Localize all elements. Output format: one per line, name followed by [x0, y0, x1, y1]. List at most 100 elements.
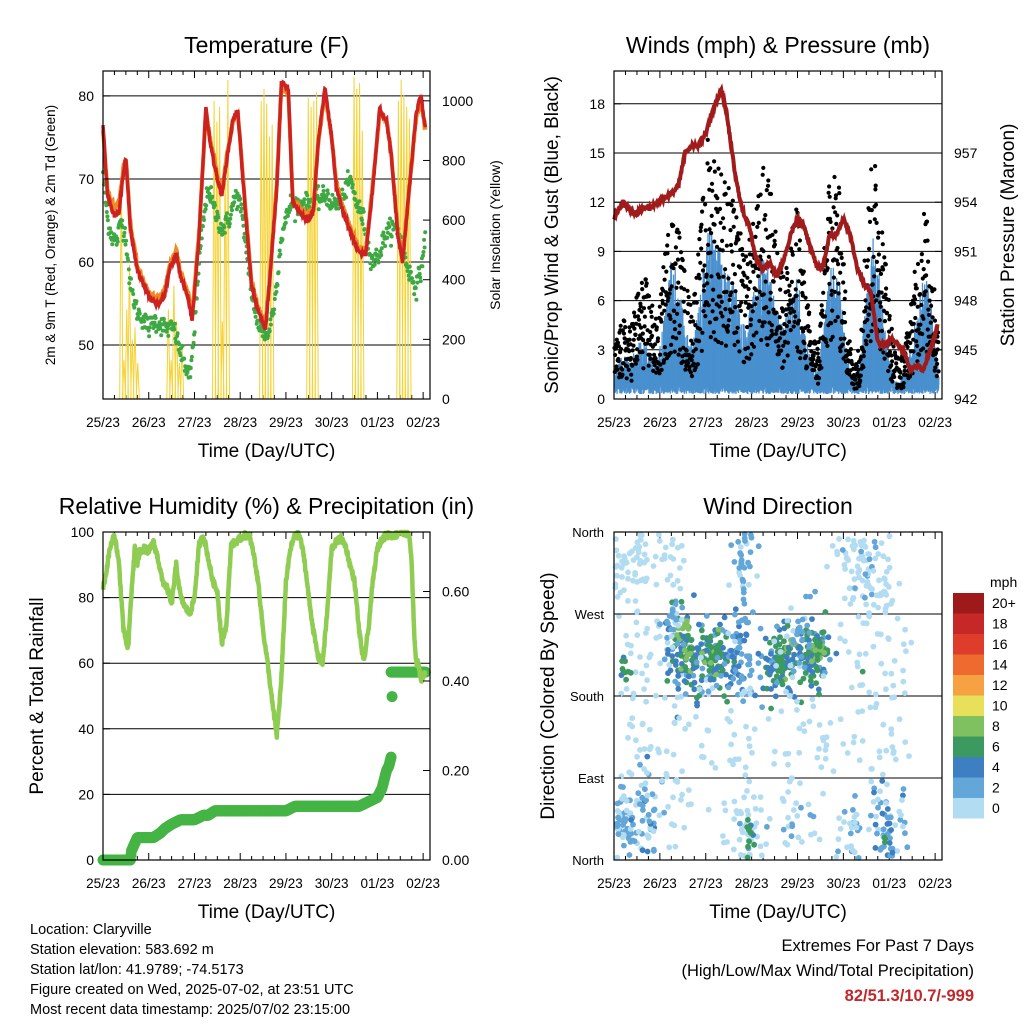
gust-point — [680, 258, 685, 263]
direction-point — [664, 639, 671, 646]
dewpoint-point — [368, 267, 373, 272]
gust-point — [697, 339, 702, 344]
gust-point — [755, 224, 760, 229]
gust-point — [763, 213, 768, 218]
dewpoint-point — [123, 242, 128, 247]
gust-point — [648, 356, 653, 361]
gust-point — [627, 325, 632, 330]
direction-point — [679, 625, 686, 632]
gust-point — [841, 262, 846, 267]
gust-point — [794, 293, 799, 298]
gust-point — [705, 161, 710, 166]
gust-point — [875, 293, 880, 298]
direction-point — [668, 633, 675, 640]
gust-point — [889, 326, 894, 331]
dewpoint-point — [326, 191, 330, 196]
dewpoint-point — [302, 197, 307, 202]
direction-point — [634, 579, 641, 585]
direction-point — [737, 820, 743, 827]
direction-point — [646, 726, 653, 733]
direction-point — [664, 576, 671, 583]
direction-point — [721, 693, 727, 699]
gust-point — [914, 339, 919, 344]
gust-point — [698, 228, 703, 234]
x-tick-label: 27/23 — [689, 415, 723, 430]
gust-point — [905, 344, 910, 350]
gust-point — [839, 251, 844, 256]
dewpoint-point — [105, 214, 110, 219]
gust-point — [633, 361, 639, 366]
gust-point — [856, 348, 861, 353]
x-tick-label: 25/23 — [86, 876, 120, 891]
gust-point — [673, 261, 678, 266]
gust-point — [882, 356, 887, 361]
dewpoint-point — [288, 207, 293, 212]
gust-point — [782, 329, 787, 335]
gust-point — [775, 251, 780, 256]
gust-point — [709, 231, 714, 236]
gust-point — [912, 297, 918, 302]
gust-point — [835, 213, 840, 218]
y-axis-label: Percent & Total Rainfall — [27, 597, 48, 794]
gust-point — [719, 299, 724, 304]
gust-point — [829, 292, 834, 297]
direction-point — [651, 848, 657, 854]
gust-point — [678, 250, 684, 255]
direction-point — [696, 686, 703, 693]
gust-point — [672, 319, 677, 324]
gust-point — [643, 277, 648, 282]
gust-point — [883, 292, 888, 297]
direction-point — [741, 794, 747, 801]
gust-point — [638, 325, 644, 330]
direction-point — [623, 559, 630, 566]
gust-point — [657, 304, 662, 309]
gust-point — [848, 352, 853, 357]
gust-point — [838, 349, 843, 354]
gust-point — [816, 339, 821, 345]
gust-point — [676, 280, 681, 285]
direction-point — [665, 647, 671, 653]
dewpoint-point — [213, 203, 217, 208]
dewpoint-point — [321, 184, 326, 189]
gust-point — [923, 289, 928, 294]
gust-point — [768, 297, 773, 302]
gust-point — [840, 342, 845, 347]
direction-point — [619, 574, 625, 580]
gust-point — [681, 299, 686, 304]
gust-point — [657, 371, 662, 376]
direction-point — [667, 572, 674, 579]
direction-point — [713, 682, 720, 689]
direction-point — [641, 559, 648, 566]
gust-point — [801, 269, 806, 274]
gust-point — [782, 359, 787, 364]
dewpoint-point — [423, 230, 428, 235]
gust-point — [843, 289, 848, 294]
gust-point — [861, 328, 866, 334]
y-tick-label: 100 — [71, 524, 95, 540]
dewpoint-point — [204, 203, 209, 208]
gust-point — [633, 332, 638, 337]
direction-point — [740, 698, 747, 705]
gust-point — [658, 292, 664, 297]
gust-point — [780, 309, 786, 314]
solar-spike — [174, 321, 179, 400]
dewpoint-point — [418, 275, 423, 280]
dewpoint-point — [203, 207, 208, 212]
gust-point — [648, 329, 653, 335]
direction-point — [768, 686, 774, 692]
dewpoint-point — [360, 222, 365, 226]
dewpoint-point — [361, 209, 366, 214]
gust-point — [837, 191, 842, 196]
gust-point — [639, 309, 644, 314]
gust-point — [684, 348, 689, 353]
gust-point — [928, 320, 933, 325]
gust-point — [745, 325, 750, 330]
direction-point — [627, 650, 634, 657]
dewpoint-point — [125, 252, 130, 257]
gust-point — [734, 215, 739, 220]
direction-point — [693, 659, 700, 666]
direction-point — [614, 594, 621, 600]
direction-point — [676, 715, 683, 721]
gust-point — [898, 375, 903, 380]
gust-point — [926, 307, 931, 312]
